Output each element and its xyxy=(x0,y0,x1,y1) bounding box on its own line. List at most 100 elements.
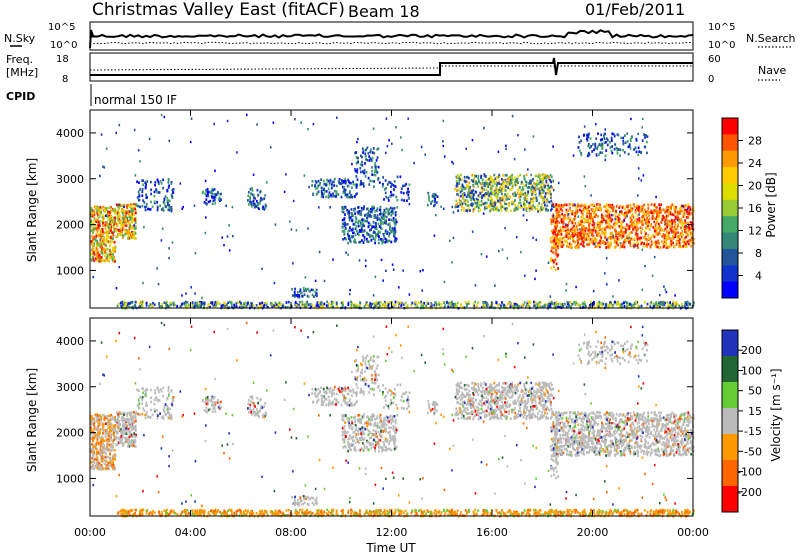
power-point xyxy=(519,206,522,209)
power-point xyxy=(113,228,116,232)
power-point xyxy=(685,227,688,231)
power-point xyxy=(634,237,636,241)
power-point xyxy=(671,235,674,238)
power-point xyxy=(467,192,469,195)
power-point xyxy=(643,212,645,215)
power-point xyxy=(584,237,586,240)
power-point xyxy=(260,196,262,200)
power-point xyxy=(523,177,526,180)
power-point xyxy=(328,183,331,186)
power-point xyxy=(631,231,633,234)
power-point xyxy=(594,240,597,243)
power-point xyxy=(325,195,328,199)
power-point xyxy=(684,221,687,224)
power-point xyxy=(140,301,143,304)
power-point xyxy=(134,205,137,208)
velocity-point xyxy=(92,435,95,438)
power-point xyxy=(96,232,99,236)
power-point xyxy=(635,220,638,224)
power-point xyxy=(452,302,454,306)
power-point xyxy=(660,203,663,206)
power-point xyxy=(433,234,436,237)
power-point xyxy=(250,201,253,204)
power-point xyxy=(532,178,534,181)
power-point xyxy=(652,211,655,215)
power-point xyxy=(592,203,595,207)
power-point xyxy=(142,300,145,304)
power-point xyxy=(360,210,362,214)
power-point xyxy=(610,237,613,241)
power-point xyxy=(624,239,626,242)
power-point xyxy=(571,246,573,249)
power-point xyxy=(191,301,194,304)
power-point xyxy=(466,209,469,213)
power-point xyxy=(565,203,568,207)
power-point xyxy=(670,241,673,245)
power-point xyxy=(329,178,332,182)
power-point xyxy=(210,189,213,193)
power-point xyxy=(601,220,604,223)
power-point xyxy=(344,193,347,197)
power-point xyxy=(144,208,147,212)
power-point xyxy=(351,228,354,231)
power-point xyxy=(550,209,552,212)
power-point xyxy=(559,305,561,309)
power-point xyxy=(601,142,603,146)
power-point xyxy=(646,216,649,220)
power-point xyxy=(406,199,408,202)
power-point xyxy=(379,208,382,212)
power-point xyxy=(431,199,434,203)
power-point xyxy=(508,201,511,205)
power-point xyxy=(543,198,546,201)
power-point xyxy=(636,235,639,239)
power-point xyxy=(578,221,580,224)
power-point xyxy=(579,223,581,226)
power-point xyxy=(349,216,351,220)
power-point xyxy=(209,199,212,203)
power-point xyxy=(347,216,350,219)
power-point xyxy=(274,301,277,305)
power-point xyxy=(576,243,579,247)
power-point xyxy=(159,204,161,207)
power-point xyxy=(265,301,267,305)
power-point xyxy=(97,213,99,217)
power-point xyxy=(358,301,361,304)
power-point xyxy=(337,193,340,196)
power-point xyxy=(626,305,629,309)
power-point xyxy=(115,235,118,239)
power-point xyxy=(141,194,144,197)
power-point xyxy=(105,259,107,263)
power-point xyxy=(346,223,349,226)
power-point xyxy=(660,227,663,230)
power-point xyxy=(194,292,196,295)
power-point xyxy=(618,206,621,209)
power-point xyxy=(380,227,383,231)
power-point xyxy=(250,202,252,206)
power-point xyxy=(587,243,589,246)
power-point xyxy=(97,243,100,247)
power-point xyxy=(382,222,385,225)
power-point xyxy=(485,255,488,258)
power-point xyxy=(498,190,501,194)
power-point xyxy=(622,205,625,208)
power-point xyxy=(351,213,353,217)
power-point xyxy=(617,218,620,221)
power-point xyxy=(613,213,615,217)
power-point xyxy=(666,224,668,227)
power-point xyxy=(658,246,661,250)
power-point xyxy=(608,236,611,239)
power-point xyxy=(364,175,367,178)
power-point xyxy=(315,187,317,190)
power-point xyxy=(628,143,631,146)
power-point xyxy=(342,207,345,210)
power-point xyxy=(393,207,396,210)
power-point xyxy=(320,189,323,193)
power-point xyxy=(489,187,492,191)
power-point xyxy=(352,235,355,238)
power-point xyxy=(457,184,459,188)
power-point xyxy=(544,192,547,195)
power-point xyxy=(489,305,492,309)
power-point xyxy=(680,245,683,249)
power-point xyxy=(356,184,358,187)
power-point xyxy=(332,306,334,309)
